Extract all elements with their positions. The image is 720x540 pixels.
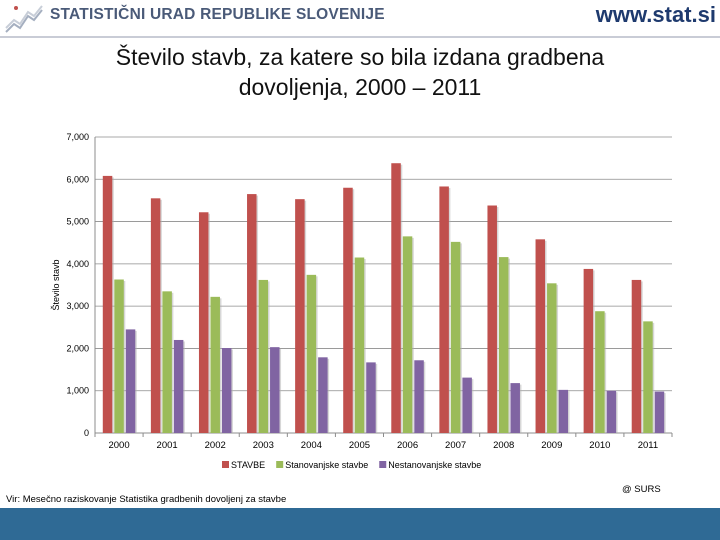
- footer-bar: [0, 508, 720, 540]
- bar-nestanovanjske-stavbe-2002: [221, 348, 232, 433]
- bar-nestanovanjske-stavbe-2010: [606, 390, 617, 433]
- bar-nestanovanjske-stavbe-2005: [366, 362, 376, 433]
- y-axis-label: Število stavb: [51, 259, 61, 310]
- y-tick-label: 0: [84, 428, 89, 438]
- bar-nestanovanjske-stavbe-2006: [414, 360, 424, 433]
- chart-title: Število stavb, za katere so bila izdana …: [60, 42, 660, 102]
- bar-stanovanjske-stavbe-2002: [210, 296, 220, 433]
- bar-stavbe-2003: [247, 194, 257, 433]
- bar-stanovanjske-stavbe-2009: [547, 283, 557, 433]
- bar-nestanovanjske-stavbe-2007: [462, 377, 472, 433]
- bar-nestanovanjske-stavbe-2008: [510, 383, 520, 433]
- bar-stavbe-2008: [487, 205, 497, 433]
- x-tick-label: 2006: [397, 440, 418, 451]
- bar-stanovanjske-stavbe-2007: [450, 241, 461, 433]
- bar-stanovanjske-stavbe-2005: [354, 257, 365, 433]
- x-tick-label: 2004: [301, 440, 322, 451]
- x-tick-label: 2007: [445, 440, 466, 451]
- y-tick-label: 5,000: [66, 217, 89, 227]
- bar-stavbe-2009: [535, 239, 546, 433]
- website-link[interactable]: www.stat.si: [595, 2, 716, 27]
- x-tick-label: 2008: [493, 440, 514, 451]
- bar-nestanovanjske-stavbe-2003: [270, 347, 280, 433]
- bar-stavbe-2004: [295, 199, 305, 433]
- y-tick-label: 4,000: [66, 259, 89, 269]
- bar-nestanovanjske-stavbe-2009: [558, 389, 569, 433]
- bar-stavbe-2001: [150, 198, 161, 433]
- legend-label: Nestanovanjske stavbe: [388, 460, 481, 470]
- bar-stavbe-2005: [343, 187, 353, 433]
- bar-nestanovanjske-stavbe-2004: [318, 357, 328, 433]
- bar-stavbe-2010: [583, 268, 594, 433]
- legend-swatch: [222, 461, 229, 468]
- bar-stavbe-2007: [439, 186, 449, 433]
- legend-swatch: [276, 461, 284, 468]
- y-tick-label: 3,000: [66, 301, 89, 311]
- bar-stavbe-2006: [391, 163, 401, 433]
- legend-label: STAVBE: [231, 460, 265, 470]
- bar-nestanovanjske-stavbe-2000: [125, 329, 136, 433]
- y-tick-label: 6,000: [66, 174, 89, 184]
- source-note: Vir: Mesečno raziskovanje Statistika gra…: [6, 494, 287, 505]
- x-tick-label: 2010: [589, 440, 610, 451]
- chart-title-line1: Število stavb, za katere so bila izdana …: [115, 44, 605, 70]
- header: STATISTIČNI URAD REPUBLIKE SLOVENIJE www…: [0, 0, 720, 36]
- bar-stanovanjske-stavbe-2000: [114, 279, 124, 433]
- header-divider: [0, 36, 720, 38]
- bar-stanovanjske-stavbe-2008: [498, 257, 509, 433]
- chart-title-line2: dovoljenja, 2000 – 2011: [238, 74, 482, 100]
- y-tick-label: 2,000: [66, 343, 89, 353]
- legend-label: Stanovanjske stavbe: [285, 460, 368, 470]
- x-tick-label: 2002: [205, 440, 226, 451]
- bar-stanovanjske-stavbe-2003: [258, 279, 269, 433]
- y-tick-label: 1,000: [66, 386, 89, 396]
- copyright: @ SURS: [622, 484, 661, 495]
- bar-stavbe-2002: [198, 212, 209, 433]
- bar-stanovanjske-stavbe-2010: [595, 311, 605, 433]
- bar-stanovanjske-stavbe-2004: [306, 274, 317, 433]
- bar-stanovanjske-stavbe-2011: [643, 321, 653, 433]
- x-tick-label: 2003: [253, 440, 274, 451]
- legend-swatch: [379, 461, 387, 468]
- x-tick-label: 2001: [157, 440, 178, 451]
- x-tick-label: 2009: [541, 440, 562, 451]
- x-tick-label: 2000: [108, 440, 129, 451]
- x-tick-label: 2005: [349, 440, 370, 451]
- bar-stavbe-2011: [631, 279, 642, 433]
- organization-name: STATISTIČNI URAD REPUBLIKE SLOVENIJE: [50, 6, 385, 23]
- bar-stanovanjske-stavbe-2001: [162, 291, 172, 433]
- bar-nestanovanjske-stavbe-2011: [654, 391, 665, 433]
- y-tick-label: 7,000: [66, 132, 89, 142]
- surs-logo-icon: [5, 5, 43, 33]
- bar-chart: 0 1,000 2,000 3,000 4,000 5,000 6,000 7,000 Štev…: [51, 132, 673, 470]
- x-tick-label: 2011: [638, 440, 658, 451]
- bar-nestanovanjske-stavbe-2001: [173, 339, 184, 433]
- bar-stavbe-2000: [102, 175, 113, 433]
- bar-stanovanjske-stavbe-2006: [402, 236, 413, 433]
